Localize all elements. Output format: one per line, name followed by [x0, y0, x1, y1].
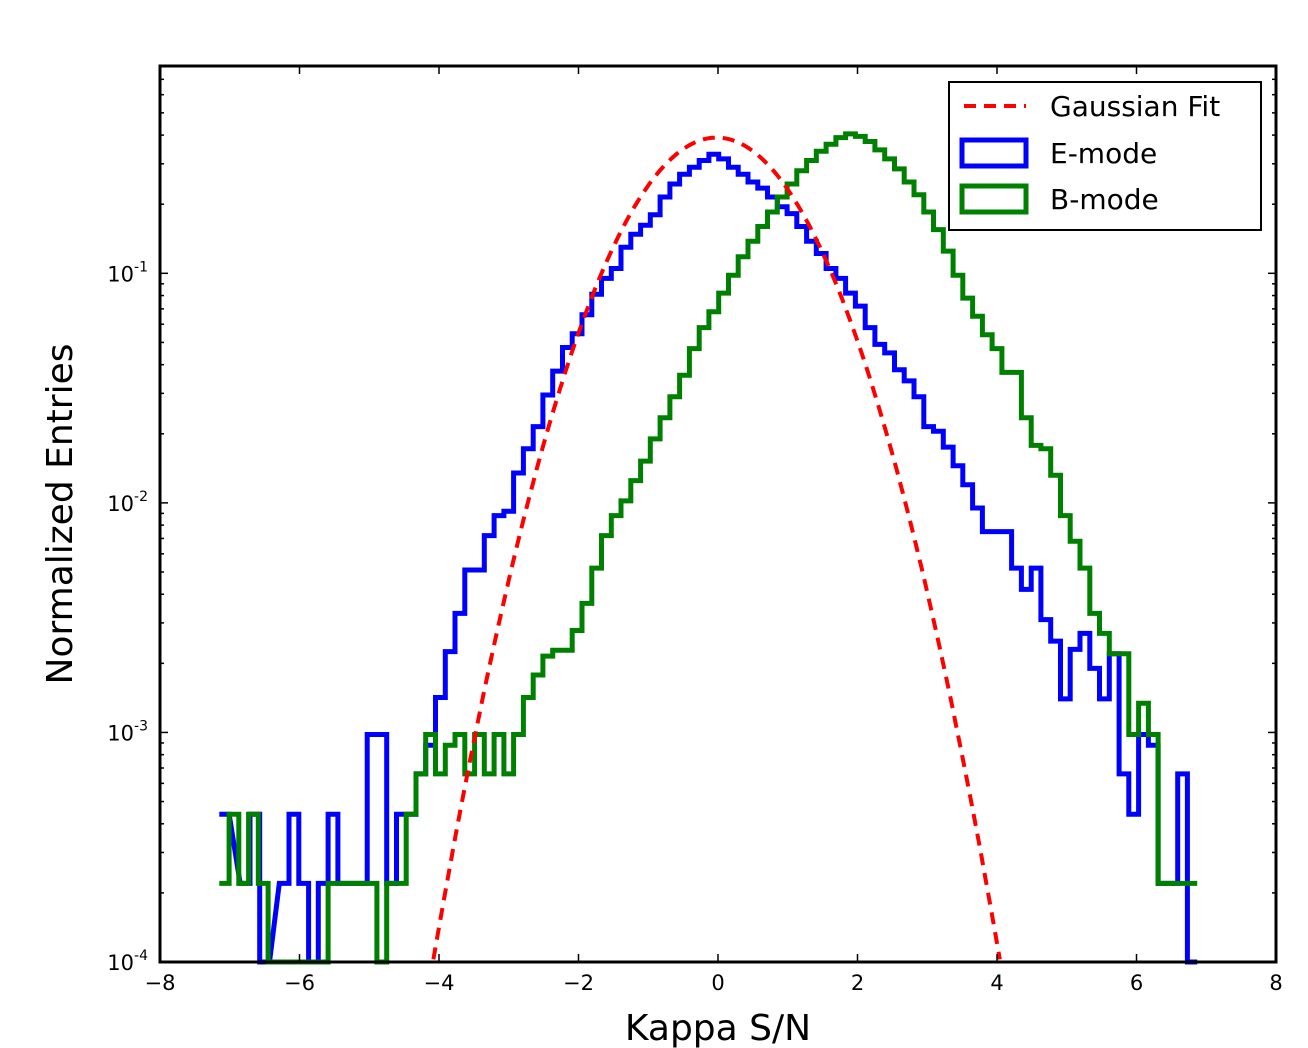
x-tick-label: −8: [145, 971, 176, 995]
x-tick-label: −6: [284, 971, 315, 995]
legend-swatch-e-mode: [959, 137, 1029, 169]
e-mode-histogram: [219, 151, 1198, 965]
x-tick-label: −2: [563, 971, 594, 995]
y-axis-label: Normalized Entries: [40, 344, 81, 685]
legend-label-e-mode: E-mode: [1050, 137, 1157, 170]
x-axis-label: Kappa S/N: [625, 1008, 811, 1048]
legend-swatch-b-mode: [959, 183, 1029, 215]
y-tick-label: 10-2: [107, 489, 148, 516]
gaussian-fit-line: [431, 135, 1002, 960]
y-tick-label: 10-3: [107, 718, 148, 745]
x-tick-label: 6: [1130, 971, 1143, 995]
x-tick-label: 4: [990, 971, 1003, 995]
tick-layer: −8 −6 −4 −2 0 2 4 6 8 10-1 10-2 10-3 10-4: [107, 65, 1283, 995]
x-tick-label: 0: [711, 971, 724, 995]
x-tick-label: 2: [851, 971, 864, 995]
legend-label-gaussian-fit: Gaussian Fit: [1050, 90, 1220, 123]
legend: Gaussian Fit E-mode B-mode: [948, 81, 1262, 231]
legend-box: [948, 81, 1262, 231]
legend-label-b-mode: B-mode: [1050, 183, 1159, 216]
y-tick-label: 10-4: [107, 948, 148, 975]
x-tick-label: 8: [1269, 971, 1282, 995]
y-tick-label: 10-1: [107, 259, 148, 286]
x-tick-label: −4: [424, 971, 455, 995]
b-mode-histogram: [219, 131, 1198, 965]
data-layer: [219, 131, 1198, 965]
